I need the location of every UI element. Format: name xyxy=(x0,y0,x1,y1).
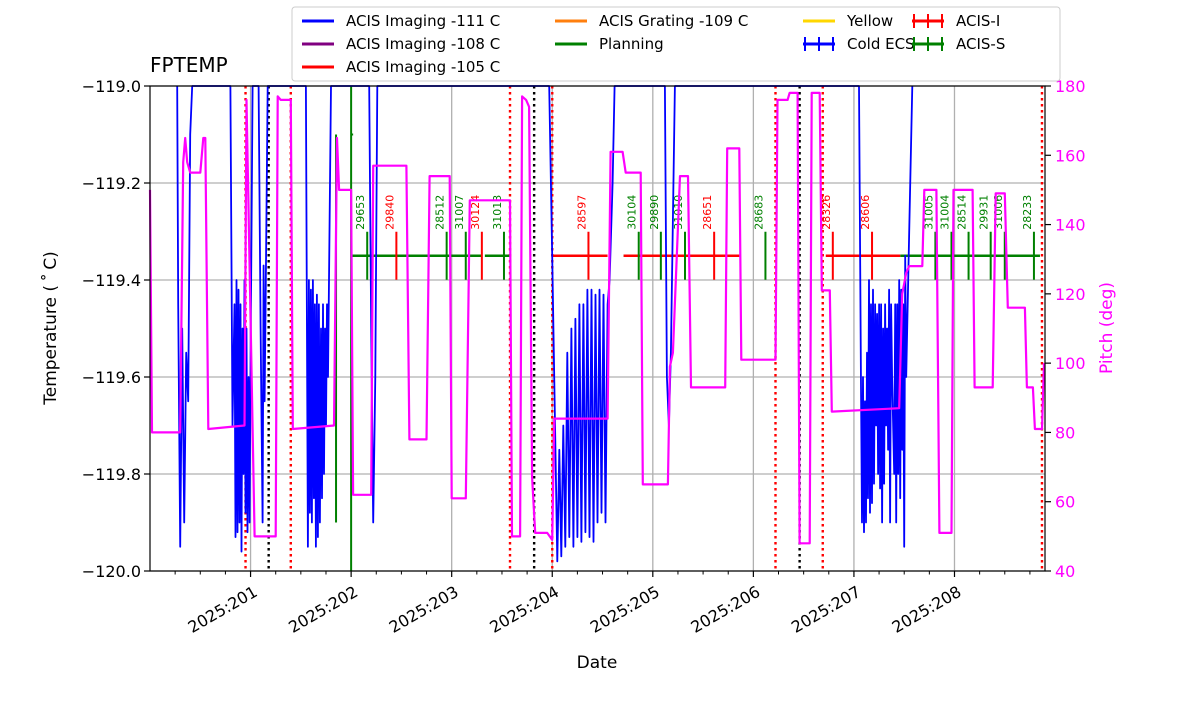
y2-tick-label: 60 xyxy=(1055,493,1075,512)
obsid-label: 30124 xyxy=(469,195,482,230)
y2-tick-label: 120 xyxy=(1055,285,1086,304)
obsid-label: 28512 xyxy=(434,195,447,230)
legend-label: ACIS Grating -109 C xyxy=(599,12,748,30)
pitch-series-line xyxy=(148,91,1046,545)
obsid-label: 30104 xyxy=(626,195,639,230)
legend-label: Planning xyxy=(599,35,664,53)
obsid-label: 29890 xyxy=(648,195,661,230)
obsid-label: 28514 xyxy=(956,195,969,230)
obsid-label: 31006 xyxy=(992,195,1005,230)
y-tick-label: −119.6 xyxy=(82,368,141,387)
obsid-label: 28651 xyxy=(701,195,714,230)
obsid-label: 31005 xyxy=(922,195,935,230)
obsid-label: 29840 xyxy=(383,195,396,230)
legend-frame xyxy=(291,6,1061,82)
legend-label: Yellow xyxy=(846,12,893,30)
legend: ACIS Imaging -111 C ACIS Imaging -108 C AC… xyxy=(291,6,1061,82)
obsid-label: 28233 xyxy=(1021,195,1034,230)
y-tick-label: −119.4 xyxy=(82,271,141,290)
obsid-label: 29931 xyxy=(978,195,991,230)
obsid-label: 29653 xyxy=(354,195,367,230)
legend-label: Cold ECS xyxy=(847,35,915,53)
y2-tick-label: 80 xyxy=(1055,423,1075,442)
obsid-label: 28606 xyxy=(859,195,872,230)
y2-axis-label: Pitch (deg) xyxy=(1097,282,1117,374)
y2-tick-label: 180 xyxy=(1055,77,1086,96)
y-tick-label: −119.0 xyxy=(82,77,141,96)
chart-title: FPTEMP xyxy=(150,53,228,77)
temperature-series-line xyxy=(176,85,914,563)
y-axis-label: Temperature ( ˚ C) xyxy=(40,251,61,406)
obsid-label: 31007 xyxy=(453,195,466,230)
y2-tick-label: 160 xyxy=(1055,146,1086,165)
legend-label: ACIS Imaging -108 C xyxy=(346,35,500,53)
y2-tick-label: 40 xyxy=(1055,562,1075,581)
legend-label: ACIS Imaging -105 C xyxy=(346,58,500,76)
legend-label: ACIS-S xyxy=(956,35,1005,53)
y2-tick-label: 100 xyxy=(1055,354,1086,373)
obsid-label: 31004 xyxy=(938,195,951,230)
obsid-label: 28326 xyxy=(820,195,833,230)
y-tick-label: −119.2 xyxy=(82,174,141,193)
legend-label: ACIS Imaging -111 C xyxy=(346,12,500,30)
y-tick-label: −119.8 xyxy=(82,465,141,484)
series-lines xyxy=(148,85,1046,563)
y2-tick-label: 140 xyxy=(1055,216,1086,235)
y-tick-label: −120.0 xyxy=(82,562,141,581)
plot-frame xyxy=(149,85,1046,572)
obsid-label: 31013 xyxy=(491,195,504,230)
obsid-label: 28683 xyxy=(752,195,765,230)
legend-label: ACIS-I xyxy=(956,12,1000,30)
obsid-label: 28597 xyxy=(575,195,588,230)
x-axis-label: Date xyxy=(577,653,618,673)
